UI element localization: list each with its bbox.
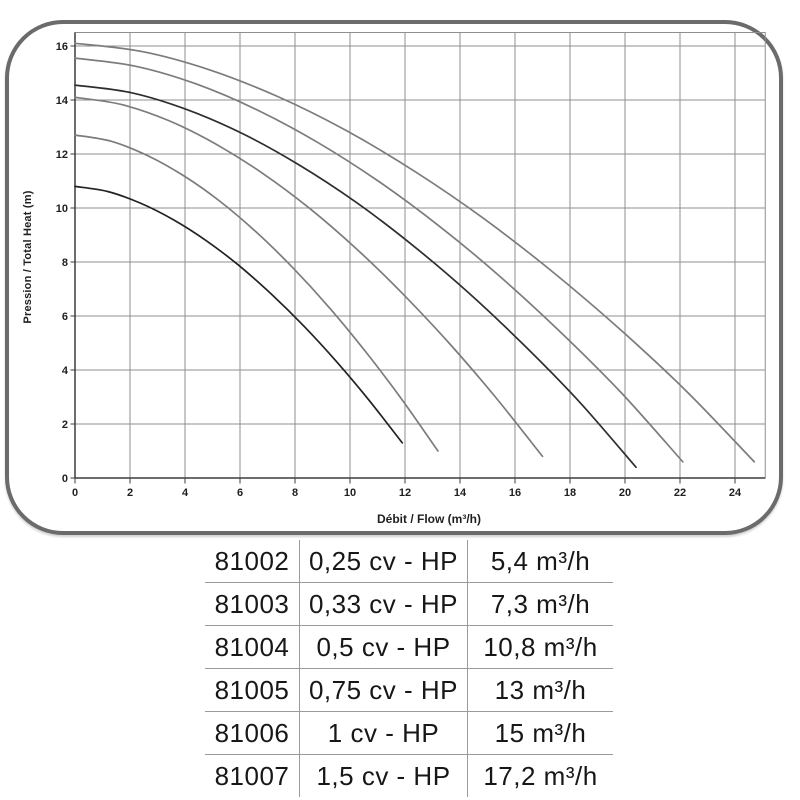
y-tick-label: 12 [56,149,68,161]
x-tick-label: 0 [72,487,78,499]
cell-reference: 81005 [205,669,300,711]
y-tick-label: 2 [62,419,68,431]
x-tick-label: 20 [619,487,631,499]
cell-power: 1,5 cv - HP [300,755,468,797]
cell-power: 1 cv - HP [300,712,468,754]
x-tick-label: 12 [399,487,411,499]
x-tick-label: 14 [454,487,467,499]
y-axis-title: Pression / Total Heat (m) [22,190,34,323]
x-tick-label: 10 [344,487,356,499]
tick-marks [71,46,736,484]
x-tick-label: 4 [182,487,189,499]
pump-curve-81002 [75,186,402,443]
pump-datasheet: 0246810121416024681012141618202224 Press… [0,0,800,800]
y-tick-label: 0 [62,473,68,485]
x-tick-label: 18 [564,487,576,499]
table-row: 810040,5 cv - HP10,8 m³/h [205,625,613,668]
x-tick-label: 24 [729,487,742,499]
y-tick-label: 6 [62,311,68,323]
cell-reference: 81007 [205,755,300,797]
plot-border [75,33,765,479]
cell-power: 0,33 cv - HP [300,583,468,625]
x-tick-label: 8 [292,487,298,499]
pump-curve-81003 [75,135,438,451]
cell-reference: 81002 [205,540,300,582]
table-row: 810071,5 cv - HP17,2 m³/h [205,754,613,797]
grid-lines [75,33,765,479]
pump-curves [75,43,754,467]
x-axis-title: Débit / Flow (m³/h) [377,512,481,526]
table-row: 810061 cv - HP15 m³/h [205,711,613,754]
tick-labels: 0246810121416024681012141618202224 [56,41,742,499]
pump-chart-svg: 0246810121416024681012141618202224 [0,0,800,545]
cell-flow: 17,2 m³/h [468,755,613,797]
cell-reference: 81003 [205,583,300,625]
cell-flow: 15 m³/h [468,712,613,754]
cell-flow: 7,3 m³/h [468,583,613,625]
axes [75,33,765,479]
pump-curve-81004 [75,97,543,456]
table-row: 810030,33 cv - HP7,3 m³/h [205,582,613,625]
cell-power: 0,25 cv - HP [300,540,468,582]
y-tick-label: 14 [56,95,69,107]
x-tick-label: 2 [127,487,133,499]
cell-flow: 5,4 m³/h [468,540,613,582]
cell-flow: 13 m³/h [468,669,613,711]
table-row: 810050,75 cv - HP13 m³/h [205,668,613,711]
pump-curve-81005 [75,85,636,467]
cell-power: 0,5 cv - HP [300,626,468,668]
cell-power: 0,75 cv - HP [300,669,468,711]
x-tick-label: 16 [509,487,521,499]
y-tick-label: 10 [56,203,68,215]
table-row: 810020,25 cv - HP5,4 m³/h [205,540,613,582]
pump-table: 810020,25 cv - HP5,4 m³/h810030,33 cv - … [205,540,613,797]
x-tick-label: 6 [237,487,243,499]
cell-reference: 81006 [205,712,300,754]
y-tick-label: 16 [56,41,68,53]
y-tick-label: 8 [62,257,68,269]
cell-reference: 81004 [205,626,300,668]
y-tick-label: 4 [62,365,69,377]
cell-flow: 10,8 m³/h [468,626,613,668]
x-tick-label: 22 [674,487,686,499]
